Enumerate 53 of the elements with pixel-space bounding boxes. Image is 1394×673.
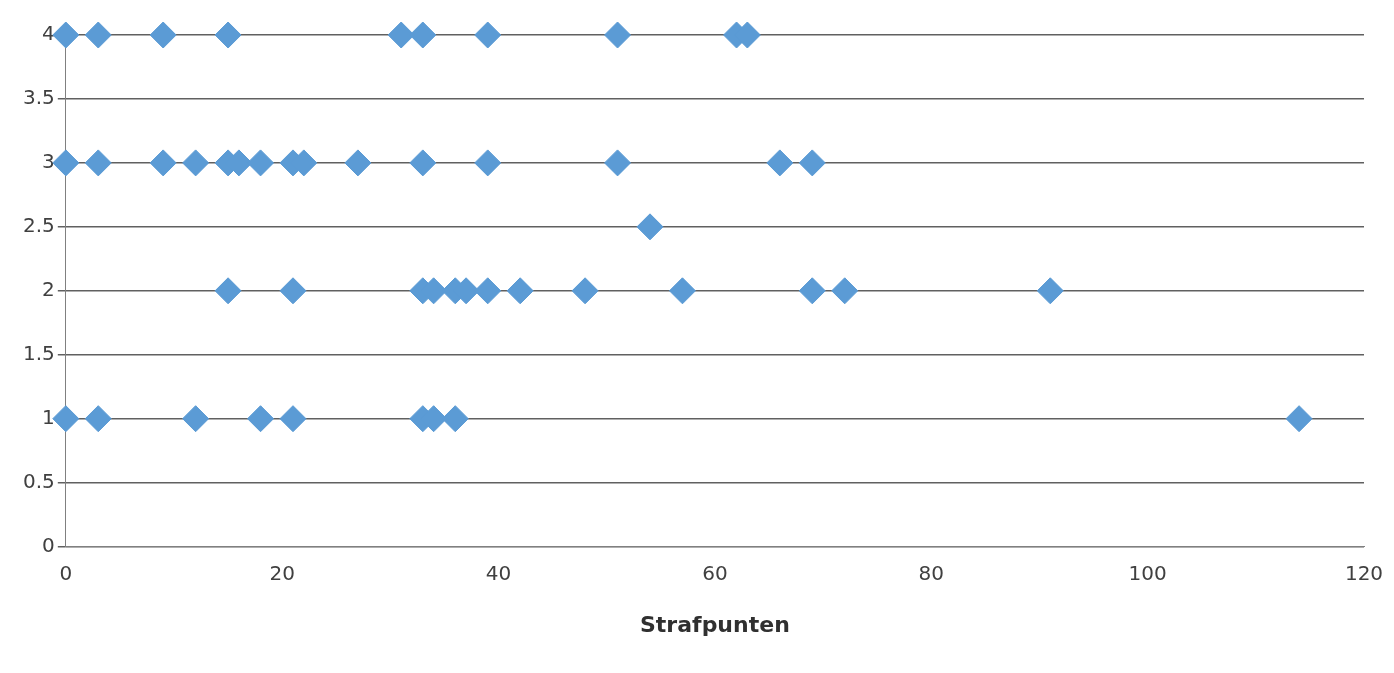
point	[604, 21, 632, 49]
y-tick-label: 2.5	[22, 213, 55, 238]
point	[84, 405, 112, 433]
point	[798, 277, 826, 305]
y-tick-label: 1.5	[22, 340, 55, 365]
point	[798, 149, 826, 177]
point	[182, 149, 210, 177]
x-tick-label: 0	[59, 560, 73, 585]
point	[831, 277, 859, 305]
point	[149, 21, 177, 49]
point	[604, 149, 632, 177]
y-tick-label: 2	[42, 277, 55, 301]
point	[441, 405, 469, 433]
y-tick-label: 4	[42, 21, 55, 46]
point	[214, 277, 242, 305]
y-tick-label: 1	[42, 404, 55, 429]
point	[409, 149, 437, 177]
x-tick-label: 100	[1128, 560, 1167, 585]
point	[52, 21, 80, 49]
point	[668, 277, 696, 305]
y-tick-label: 0.5	[22, 468, 55, 493]
point	[84, 21, 112, 49]
y-tick-label: 3	[42, 149, 55, 174]
point	[571, 277, 599, 305]
x-tick-label: 40	[485, 560, 512, 585]
point	[279, 405, 307, 433]
point	[387, 21, 415, 49]
point	[214, 21, 242, 49]
point	[52, 149, 80, 177]
point	[1036, 277, 1064, 305]
point	[409, 21, 437, 49]
x-tick-label: 80	[918, 560, 944, 585]
point	[279, 277, 307, 305]
x-tick-label: 60	[702, 560, 728, 585]
point	[636, 213, 664, 241]
x-axis-title: Strafpunten	[640, 611, 790, 637]
y-tick-label: 3.5	[22, 85, 55, 110]
point	[182, 405, 210, 433]
point	[474, 149, 502, 177]
point	[52, 405, 80, 433]
x-tick-label: 20	[269, 560, 295, 585]
x-tick-label: 120	[1344, 560, 1384, 585]
point	[149, 149, 177, 177]
point	[474, 21, 502, 49]
point	[84, 149, 112, 177]
point	[344, 149, 372, 177]
point	[247, 149, 275, 177]
point	[247, 405, 275, 433]
point	[766, 149, 794, 177]
point	[474, 277, 502, 305]
point	[1285, 405, 1313, 433]
point	[506, 277, 534, 305]
y-tick-label: 0	[42, 532, 55, 557]
